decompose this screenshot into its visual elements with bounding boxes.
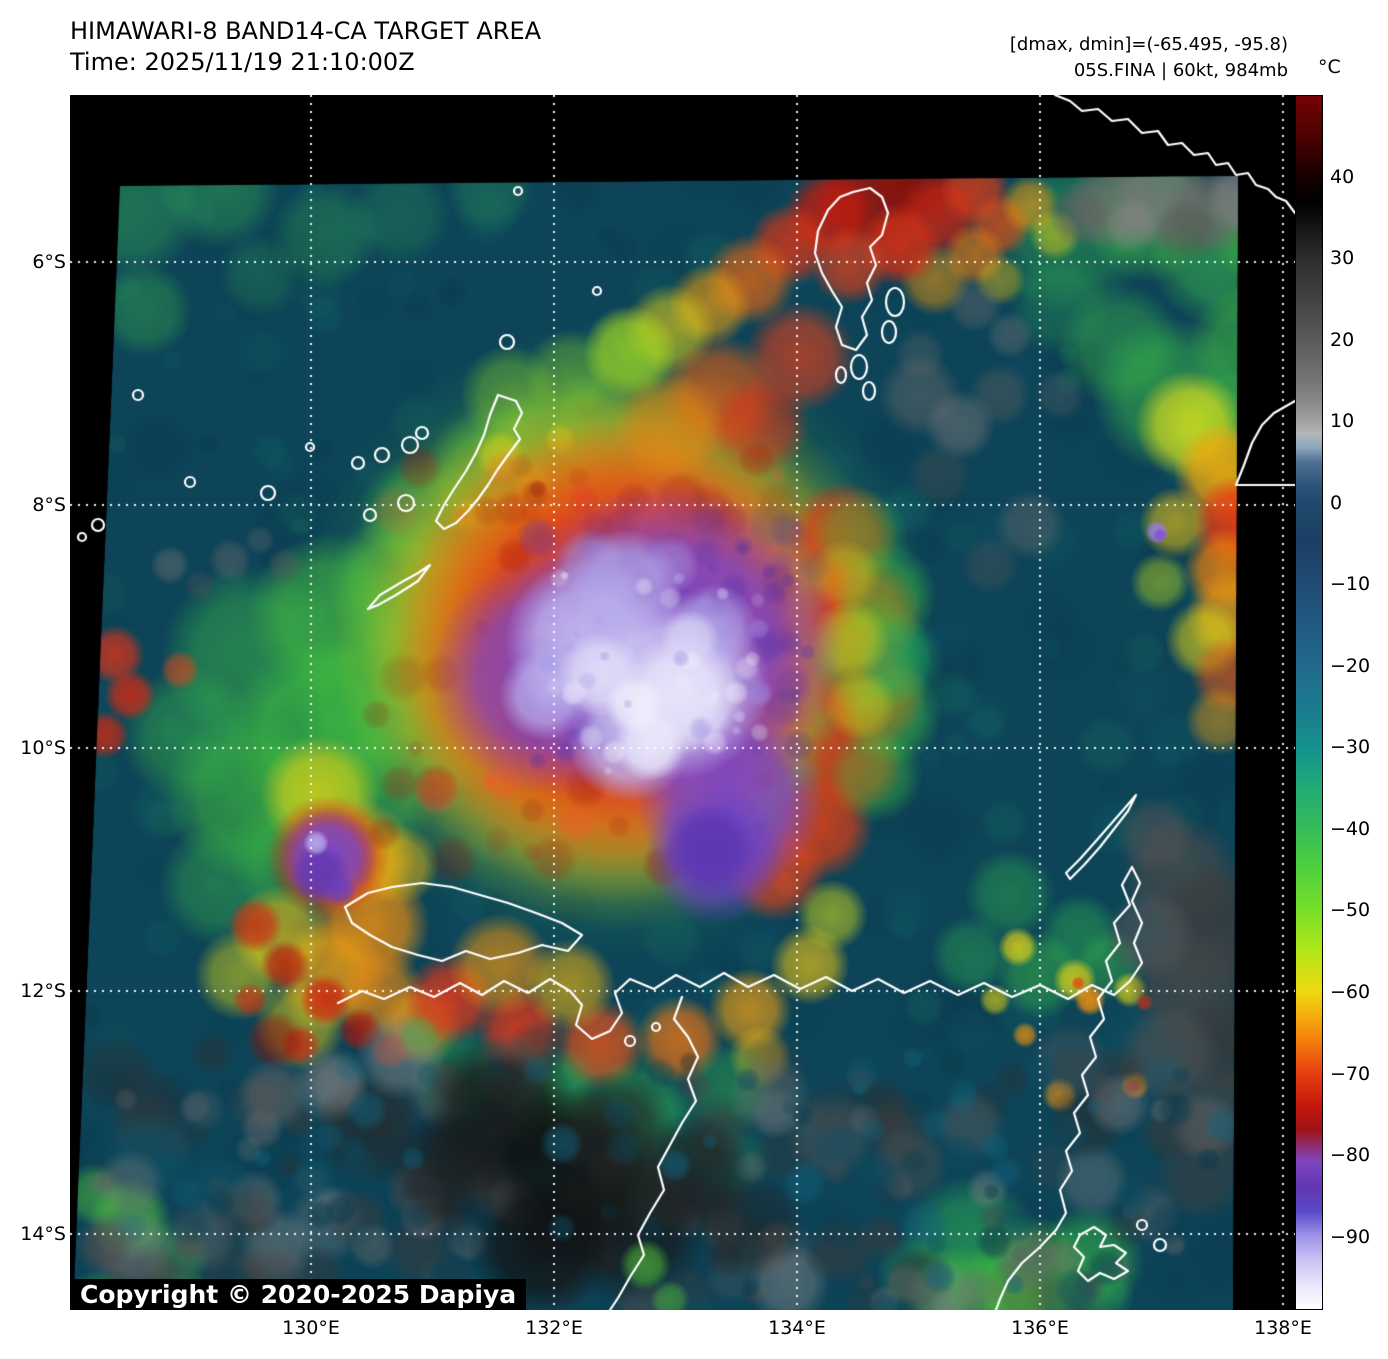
- y-axis-tick-label: 6°S: [32, 251, 66, 273]
- colorbar-tick-label: 20: [1330, 328, 1355, 351]
- colorbar-tick-label: −30: [1330, 736, 1371, 759]
- colorbar-tick-label: −60: [1330, 980, 1371, 1003]
- x-axis-tick-label: 138°E: [1254, 1317, 1312, 1339]
- colorbar-unit-label: °C: [1318, 56, 1341, 78]
- colorbar-tick-label: −20: [1330, 654, 1371, 677]
- satellite-imagery-canvas: [70, 95, 1295, 1310]
- colorbar-tick-label: 0: [1330, 491, 1343, 514]
- colorbar-tick-label: −40: [1330, 817, 1371, 840]
- x-axis-tick-label: 132°E: [525, 1317, 583, 1339]
- x-axis-tick-label: 136°E: [1011, 1317, 1069, 1339]
- colorbar-tick-label: −70: [1330, 1062, 1371, 1085]
- temperature-colorbar: [1295, 95, 1323, 1310]
- y-axis-tick-label: 10°S: [20, 737, 66, 759]
- timestamp: Time: 2025/11/19 21:10:00Z: [70, 48, 415, 76]
- colorbar-tick-label: −10: [1330, 573, 1371, 596]
- colorbar-tick-label: −50: [1330, 899, 1371, 922]
- y-axis-tick-label: 12°S: [20, 980, 66, 1002]
- x-axis-tick-label: 134°E: [768, 1317, 826, 1339]
- page-title: HIMAWARI-8 BAND14-CA TARGET AREA: [70, 17, 542, 45]
- storm-info-annotation: 05S.FINA | 60kt, 984mb: [1073, 60, 1288, 81]
- map-plot-area: [70, 95, 1295, 1310]
- colorbar-tick-label: 40: [1330, 165, 1355, 188]
- annotation-block: [dmax, dmin]=(-65.495, -95.8) 05S.FINA |…: [1010, 32, 1288, 84]
- y-axis-tick-label: 8°S: [32, 494, 66, 516]
- y-axis-tick-label: 14°S: [20, 1223, 66, 1245]
- x-axis-tick-label: 130°E: [282, 1317, 340, 1339]
- copyright-badge: Copyright © 2020-2025 Dapiya: [70, 1279, 527, 1310]
- title-block: HIMAWARI-8 BAND14-CA TARGET AREA Time: 2…: [70, 16, 541, 78]
- colorbar-tick-label: −80: [1330, 1144, 1371, 1167]
- colorbar-tick-label: −90: [1330, 1225, 1371, 1248]
- dmax-dmin-annotation: [dmax, dmin]=(-65.495, -95.8): [1009, 34, 1288, 55]
- colorbar-tick-label: 10: [1330, 410, 1355, 433]
- colorbar-tick-label: 30: [1330, 247, 1355, 270]
